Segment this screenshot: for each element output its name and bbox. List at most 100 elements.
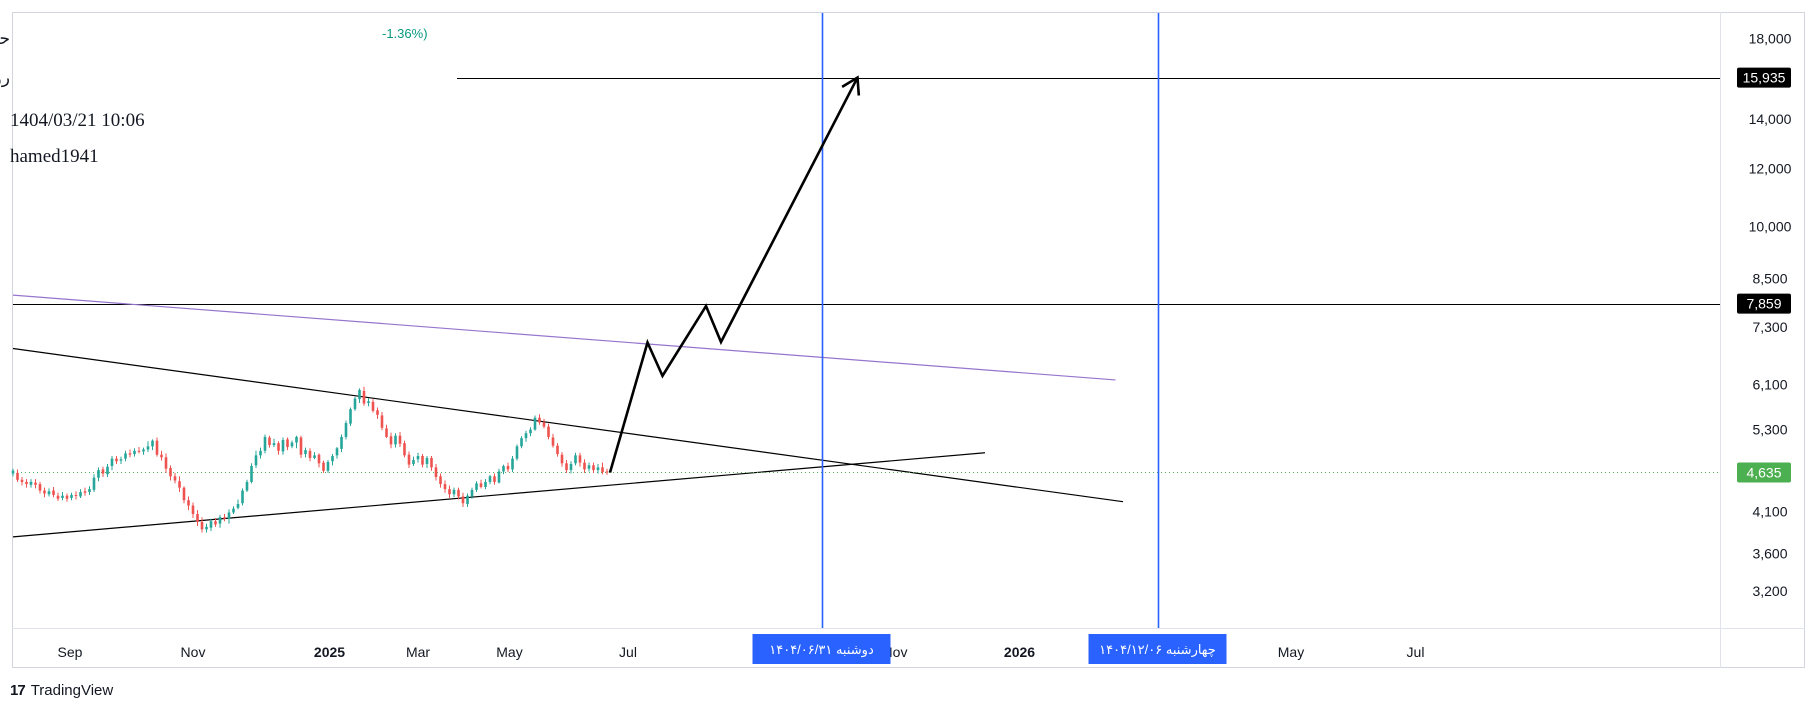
candle [92, 474, 96, 493]
candle [52, 486, 55, 498]
candle [443, 480, 447, 493]
chart-title: حآسا (آسیا سیر ارس) / حمل و نقل انباردار… [0, 27, 10, 49]
candle-body [371, 401, 375, 411]
candle-body [304, 450, 307, 455]
candle-body [16, 472, 19, 480]
candle-body [227, 512, 231, 519]
candle [484, 479, 487, 490]
candle-body [299, 437, 303, 455]
candle-body [407, 454, 411, 465]
y-tick-label: 3,600 [1752, 545, 1787, 561]
y-tick-label: 6,100 [1752, 377, 1787, 393]
candle [16, 469, 19, 482]
trend-line-resistance[interactable] [12, 347, 1124, 503]
candle [605, 468, 609, 475]
candle [155, 437, 159, 457]
candle-body [547, 426, 550, 437]
candle-body [416, 456, 420, 460]
chart-datetime: 1404/03/21 10:06 [10, 110, 145, 131]
candle-body [268, 437, 271, 446]
candle-body [205, 526, 208, 530]
candle-body [511, 458, 514, 470]
candle [601, 462, 604, 475]
candle-body [317, 454, 321, 464]
candle [146, 441, 150, 453]
candle-body [133, 450, 136, 455]
candle [394, 433, 397, 448]
candle-body [101, 469, 105, 474]
candle-body [20, 479, 24, 482]
chart-subtitle: روزانه / آخرین قیمت / سود نقدی و افزایش … [0, 66, 10, 88]
candle [268, 435, 271, 448]
candle-body [574, 455, 577, 464]
candle-body [349, 409, 352, 424]
y-tick-label: 4,100 [1752, 504, 1787, 520]
candle-body [142, 449, 145, 452]
projection-polyline[interactable] [608, 76, 859, 473]
candle-body [74, 494, 78, 496]
candle-body [542, 422, 546, 427]
y-tick-label: 18,000 [1749, 31, 1792, 47]
candle-body [524, 433, 528, 439]
candle [34, 479, 37, 489]
candle-body [97, 470, 100, 478]
time-axis[interactable]: Sep Nov 2025 Mar May Jul Nov 2026 May Jul [58, 644, 1425, 660]
candle [101, 466, 105, 477]
candle [529, 427, 532, 437]
y-tick-label: 7,300 [1752, 319, 1787, 335]
candle [169, 465, 172, 481]
candle-body [218, 517, 222, 524]
candle-body [385, 428, 388, 437]
trend-lines [12, 294, 1124, 538]
candle-body [533, 417, 537, 430]
candle [20, 476, 24, 486]
candle-body [277, 443, 280, 451]
candle [439, 473, 442, 488]
price-badges: 15,935 7,859 4,635 [1737, 67, 1791, 483]
candle-body [29, 481, 33, 485]
date-label-text: چهارشنبه ۱۴۰۴/۱۲/۰۶ [1099, 642, 1216, 658]
candle [83, 487, 87, 496]
candle-body [475, 483, 478, 490]
candle-body [286, 439, 289, 447]
candle [551, 433, 555, 448]
trend-line-upper-channel[interactable] [12, 294, 1116, 381]
candle-body [11, 470, 15, 474]
candle-body [169, 468, 172, 477]
candle [470, 487, 474, 499]
trend-line-support[interactable] [12, 452, 986, 538]
candle-body [605, 471, 609, 473]
candle-body [380, 415, 384, 428]
candle-body [358, 389, 361, 400]
candle [295, 435, 298, 449]
price-axis[interactable]: 18,000 14,000 12,000 10,000 8,500 7,300 6,100 5… [1749, 31, 1792, 599]
candle [497, 468, 501, 484]
candle-body [106, 466, 109, 475]
y-tick-label: 12,000 [1749, 160, 1792, 176]
candle [110, 456, 114, 471]
candle [29, 479, 33, 488]
candle-body [326, 461, 330, 471]
candle [353, 396, 357, 411]
candle-body [65, 495, 69, 499]
candle [43, 487, 46, 498]
candle [475, 481, 478, 493]
x-tick-label: Nov [181, 644, 206, 660]
horizontal-levels [13, 78, 1720, 305]
candle [11, 468, 15, 477]
candle [236, 499, 240, 510]
candle-body [115, 458, 118, 462]
candle [128, 449, 132, 458]
candle-body [484, 481, 487, 487]
price-badge-label: 7,859 [1746, 296, 1781, 312]
y-tick-label: 8,500 [1752, 271, 1787, 287]
candle-body [538, 417, 541, 423]
candle-body [160, 454, 163, 458]
footer[interactable]: 17 TradingView [10, 682, 113, 699]
candle [412, 456, 415, 466]
candle-body [583, 462, 586, 470]
candle-body [61, 495, 64, 498]
candle-body [434, 467, 438, 477]
x-tick-label: May [496, 644, 522, 660]
